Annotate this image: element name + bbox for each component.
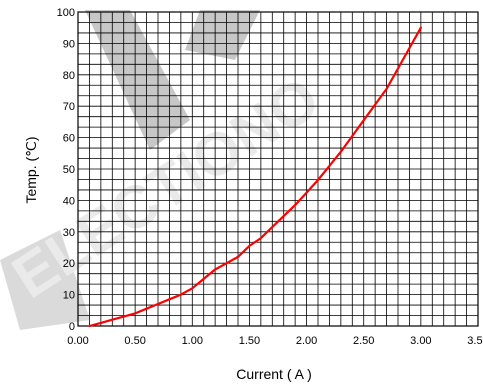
watermark-stroke — [85, 10, 190, 150]
x-tick-label: 1.00 — [182, 335, 203, 347]
watermark-stroke — [0, 230, 90, 330]
x-tick-label: 0.00 — [67, 335, 88, 347]
y-axis-label: Temp. (℃) — [23, 136, 39, 203]
y-tick-label: 90 — [63, 38, 75, 50]
y-tick-label: 40 — [63, 195, 75, 207]
y-axis-ticks: 0 10 20 30 40 50 60 70 80 90 100 — [57, 7, 75, 333]
x-tick-label: 2.00 — [296, 335, 317, 347]
series-line — [88, 26, 422, 328]
y-tick-label: 80 — [63, 70, 75, 82]
x-tick-label: 1.50 — [239, 335, 260, 347]
y-tick-label: 100 — [57, 7, 75, 19]
y-tick-label: 70 — [63, 101, 75, 113]
y-tick-label: 60 — [63, 133, 75, 145]
x-tick-label: 2.50 — [353, 335, 374, 347]
y-tick-label: 10 — [63, 290, 75, 302]
x-tick-label: 3.50 — [467, 335, 483, 347]
y-tick-label: 30 — [63, 227, 75, 239]
y-tick-label: 0 — [69, 321, 75, 333]
x-axis-label: Current ( A ) — [236, 366, 311, 382]
watermark-stroke — [185, 10, 260, 60]
x-tick-label: 0.50 — [124, 335, 145, 347]
grid — [78, 12, 478, 326]
plot-frame — [77, 11, 479, 327]
x-tick-label: 3.00 — [410, 335, 431, 347]
y-tick-label: 20 — [63, 258, 75, 270]
y-tick-label: 50 — [63, 164, 75, 176]
watermark: ELECTIONO — [0, 10, 331, 330]
x-axis-ticks: 0.00 0.50 1.00 1.50 2.00 2.50 3.00 3.50 — [67, 335, 483, 347]
